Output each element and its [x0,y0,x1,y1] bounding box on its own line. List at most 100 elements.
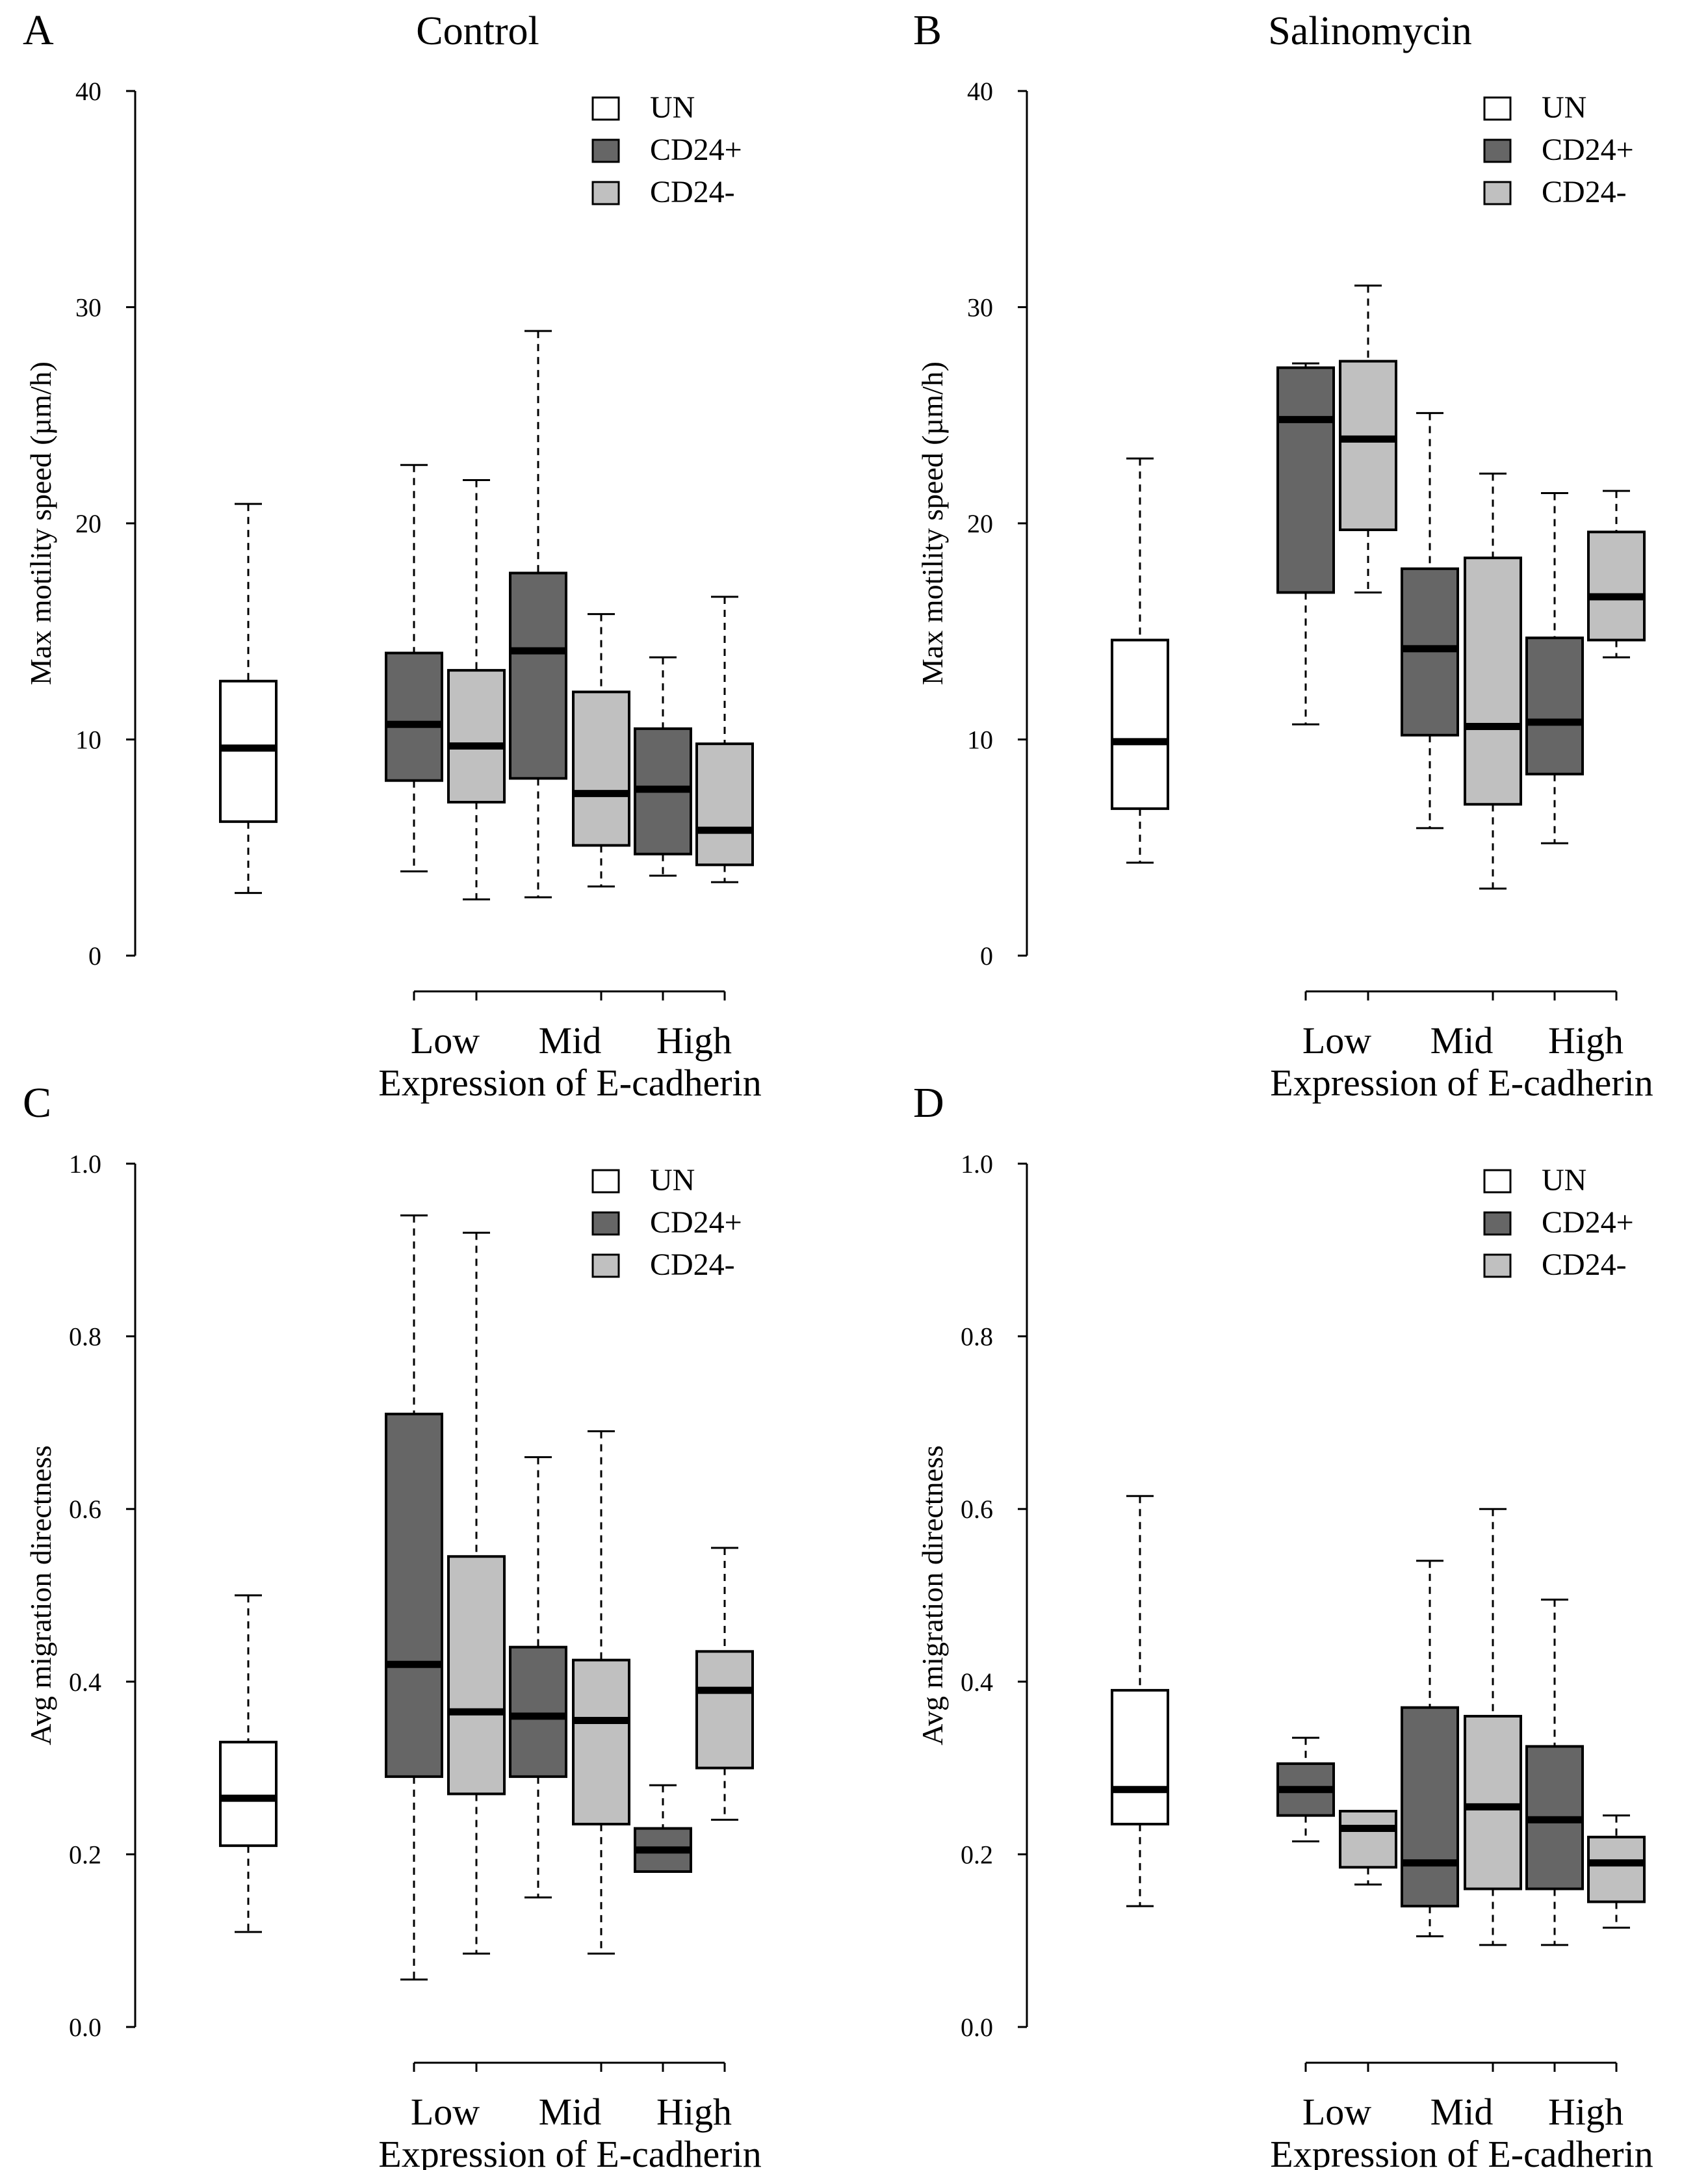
x-category-label: High [1548,1019,1624,1062]
y-tick-label: 0.2 [69,1840,101,1869]
y-tick-label: 10 [967,726,993,755]
iqr-box [447,669,506,804]
legend-label: UN [1542,90,1586,125]
iqr-box [572,1658,630,1825]
legend-swatch [591,1253,620,1278]
legend-label: CD24+ [650,1205,742,1240]
box-high-cd24neg [1587,1814,1646,1929]
chart-title: Salinomycin [1268,9,1471,53]
iqr-box [695,1650,754,1770]
legend-swatch [1483,1253,1512,1278]
iqr-box [447,1555,506,1796]
box-high-cd24neg [1587,490,1646,659]
y-tick-label: 30 [967,293,993,322]
box-low-cd24neg [1339,284,1397,594]
y-tick-label: 20 [967,509,993,538]
iqr-box [1111,638,1169,810]
iqr-box [385,651,443,782]
panel-a: A Control 0 10 20 30 40 Max motility speed (µm/… [23,7,762,1104]
iqr-box [1111,1689,1169,1825]
y-tick-label: 0.8 [69,1322,101,1352]
y-tick-label: 10 [75,726,101,755]
iqr-box [695,742,754,867]
box-mid-cd24pos [1401,1560,1459,1938]
x-category-label: Mid [1430,1019,1494,1062]
box-mid-cd24neg [1464,1508,1522,1946]
iqr-box [385,1413,443,1778]
panel-letter: A [23,7,54,54]
y-tick-label: 20 [75,509,101,538]
legend-label: UN [650,90,695,125]
legend-swatch [1483,96,1512,121]
box-low-cd24pos [1276,1736,1335,1842]
legend-swatch [591,96,620,121]
y-tick-label: 0.0 [69,2013,101,2042]
y-axis-label: Avg migration directness [916,1445,949,1745]
legend-label: UN [1542,1163,1586,1197]
y-tick-label: 0.0 [961,2013,993,2042]
x-axis-label: Expression of E-cadherin [1270,2133,1653,2170]
y-tick-label: 0 [980,941,993,971]
legend-label: CD24+ [1542,1205,1634,1240]
legend-label: CD24- [1542,1248,1627,1282]
iqr-box [509,1645,567,1778]
x-category-label: Low [411,2091,480,2133]
y-axis-label: Max motility speed (µm/h) [916,361,949,685]
box-un [219,1594,278,1933]
iqr-box [1401,1706,1459,1908]
y-tick-label: 0.4 [69,1667,101,1697]
box-low-cd24neg [1339,1810,1397,1886]
y-tick-label: 0.6 [69,1495,101,1524]
legend-swatch [591,181,620,205]
box-mid-cd24neg [572,613,630,888]
box-low-cd24pos [385,1214,443,1981]
legend-swatch [1483,1169,1512,1194]
y-tick-label: 1.0 [69,1149,101,1179]
y-tick-label: 1.0 [961,1149,993,1179]
chart-title: Control [416,9,539,53]
box-un [1111,1495,1169,1907]
x-category-label: High [656,1019,732,1062]
iqr-box [1525,636,1584,776]
box-un [1111,457,1169,864]
iqr-box [219,1740,278,1848]
x-category-label: Low [1302,1019,1371,1062]
box-high-cd24pos [634,656,692,877]
legend-swatch [1483,1211,1512,1236]
x-category-label: Low [411,1019,480,1062]
box-high-cd24neg [695,1547,754,1821]
y-tick-label: 40 [75,77,101,106]
y-tick-label: 0.2 [961,1840,993,1869]
box-low-cd24pos [1276,362,1335,726]
iqr-box [1339,359,1397,531]
box-mid-cd24neg [572,1430,630,1955]
legend-swatch [591,1211,620,1236]
y-tick-label: 0.4 [961,1667,993,1697]
x-category-label: Mid [539,1019,602,1062]
box-high-cd24pos [1525,1599,1584,1946]
legend-swatch [591,138,620,163]
legend-label: CD24+ [1542,133,1634,167]
panel-letter: B [913,7,942,54]
x-category-label: High [1548,2091,1624,2133]
y-axis-label: Max motility speed (µm/h) [24,361,57,685]
box-high-cd24neg [695,595,754,883]
panel-letter: D [913,1079,944,1127]
legend-label: CD24- [650,175,735,209]
box-high-cd24pos [1525,491,1584,844]
y-tick-label: 30 [75,293,101,322]
y-axis-label: Avg migration directness [24,1445,57,1745]
x-category-label: Mid [1430,2091,1494,2133]
iqr-box [1587,1835,1646,1903]
y-tick-label: 40 [967,77,993,106]
box-mid-cd24pos [509,330,567,898]
iqr-box [572,690,630,847]
legend-swatch [591,1169,620,1194]
panel-b: B Salinomycin 0 10 20 30 40 Max motility speed … [913,7,1653,1104]
legend-swatch [1483,181,1512,205]
box-mid-cd24pos [1401,412,1459,830]
legend-label: CD24- [650,1248,735,1282]
box-low-cd24neg [447,479,506,901]
box-low-cd24neg [447,1231,506,1955]
